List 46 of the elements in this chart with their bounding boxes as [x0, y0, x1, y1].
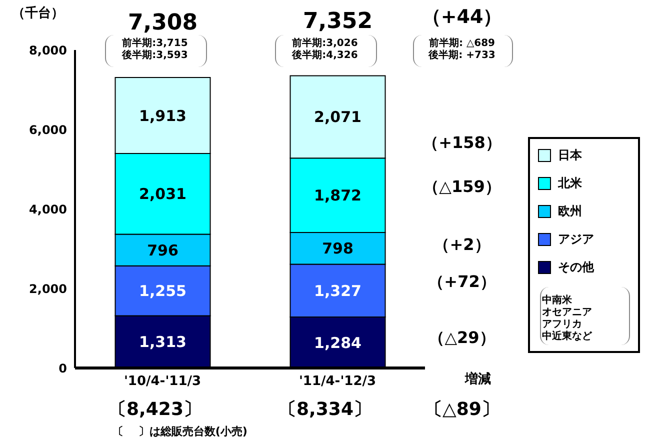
annotation: （+158） [422, 133, 502, 153]
text: 前半期: △689 [428, 38, 496, 50]
x-tick-label: '10/4-'11/3 [124, 374, 202, 390]
text: 〔8,334〕 [278, 399, 372, 421]
text: 増減 [464, 372, 492, 388]
text: 中南米 [542, 295, 573, 307]
y-tick-label: 6,000 [29, 122, 67, 137]
legend-label: その他 [557, 259, 594, 276]
annotation: （△159） [422, 177, 502, 197]
y-tick-label: 4,000 [29, 202, 67, 216]
text: オセアニア [542, 307, 593, 319]
text: （△29） [428, 328, 496, 348]
text: 中近東など [542, 331, 593, 343]
data-label: 1,913 [139, 106, 186, 125]
data-label: 796 [147, 241, 178, 260]
data-label: 2,071 [314, 108, 362, 126]
text: アフリカ [542, 319, 583, 330]
y-tick-label: 0 [58, 361, 67, 376]
data-label: 1,255 [139, 282, 186, 300]
data-label: 1,313 [139, 333, 186, 352]
legend-label: アジア [557, 231, 594, 248]
legend-label: 日本 [557, 147, 582, 164]
text: 〔△89〕 [424, 399, 500, 421]
y-axis-title: （千台） [12, 4, 64, 22]
text: 〔 〕は総販売台数(小売) [112, 425, 248, 439]
x-tick-label: '11/4-'12/3 [298, 374, 376, 390]
data-label: 798 [322, 240, 354, 258]
annotation: 後半期:4,326 [290, 50, 359, 62]
data-label: 2,031 [139, 185, 186, 204]
text: （+2） [432, 235, 492, 255]
text: 後半期: +733 [427, 50, 496, 62]
legend-label: 欧州 [557, 203, 582, 220]
y-tick-label: 2,000 [29, 282, 67, 296]
annotation: 後半期:3,593 [120, 50, 189, 62]
text: 前半期:3,026 [291, 38, 359, 50]
legend-label: 北米 [556, 175, 582, 192]
text: （+72） [427, 272, 497, 292]
total-label: 7,308 [128, 10, 198, 36]
text: 〔8,423〕 [108, 399, 202, 421]
text: 前半期:3,715 [121, 38, 189, 50]
text: （+44） [420, 6, 504, 28]
data-label: 1,872 [314, 186, 362, 205]
data-label: 1,284 [314, 334, 362, 352]
data-label: 1,327 [314, 282, 362, 300]
y-tick-label: 8,000 [29, 43, 67, 58]
total-label: 7,352 [302, 8, 373, 34]
